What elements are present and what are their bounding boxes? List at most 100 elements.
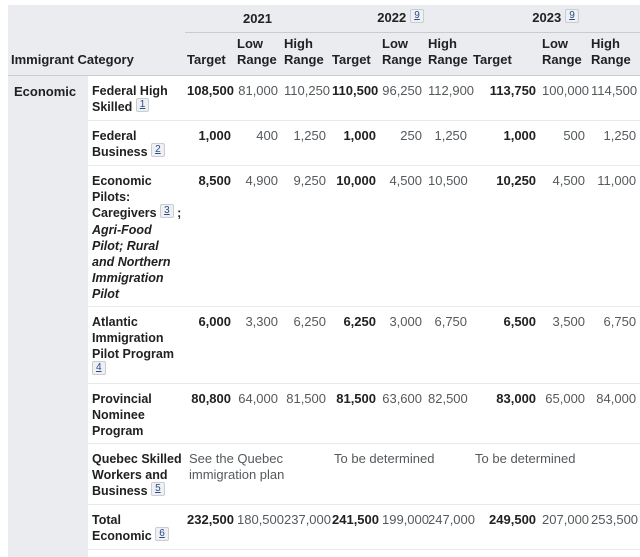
range-value-cell: 10,500 [426,165,472,307]
target-value-cell: 6,500 [471,306,541,384]
range-value-cell: 4,900 [235,165,282,307]
category-text: Federal High Skilled [92,83,168,114]
category-cell: Total Economic 6 [88,504,185,550]
footnote-ref-link[interactable]: 6 [155,526,169,541]
target-value-cell: 241,500 [330,504,380,550]
range-value-cell: 6,250 [282,306,330,384]
footnote-ref-link[interactable]: 1 [135,97,150,112]
table-row: Total Economic 6 232,500 180,500 237,000 241… [8,504,640,550]
target-header-2022: Target [330,32,380,76]
page: { "table": { "category_header": "Immigra… [8,5,640,557]
range-value-cell: 199,000 [380,504,429,550]
footnote-ref-link[interactable]: 5 [151,481,165,496]
footnote-ref-link[interactable]: 2 [151,142,165,157]
table-row: Economic Pilots: Caregivers 3 ; Agri-Foo… [8,165,640,307]
range-value-cell: 4,500 [540,165,590,307]
category-cell: Federal High Skilled 1 [88,75,185,121]
filler-row [8,549,640,557]
range-value-cell: 84,000 [589,383,640,444]
range-value-cell: 3,300 [235,306,282,384]
target-value-cell: 6,000 [185,306,235,384]
target-value-cell: 232,500 [185,504,235,550]
immigration-levels-table: 2021 2022 9 2023 9 Immigrant Category Targ… [8,5,640,557]
year-label: 2023 [532,9,562,25]
range-value-cell: 81,500 [282,383,330,444]
target-header-2021: Target [185,32,235,76]
immigrant-category-header: Immigrant Category [8,32,185,76]
category-text: ; [177,205,182,220]
table-row: Economic Federal High Skilled 1 108,500 81,… [8,75,640,557]
range-value-cell: 237,000 [282,504,331,550]
range-value-cell: 96,250 [380,75,426,121]
target-value-cell: 80,800 [185,383,235,444]
low-range-header-2021: Low Range [235,32,282,76]
low-range-header-2023: Low Range [540,32,590,76]
range-value-cell: 110,250 [282,75,330,121]
year-header-2023: 2023 9 [471,5,640,33]
category-text: Atlantic Immigration Pilot Program [92,314,174,361]
range-value-cell: 4,500 [380,165,426,307]
range-value-cell: 100,000 [540,75,590,121]
range-value-cell: 1,250 [426,120,472,166]
target-value-cell: 83,000 [471,383,541,444]
target-value-cell: 110,500 [330,75,380,121]
target-value-cell: 1,000 [330,120,380,166]
year-header-row: 2021 2022 9 2023 9 [8,5,640,33]
category-cell: Economic Pilots: Caregivers 3 ; Agri-Foo… [88,165,185,307]
table-body: Economic Federal High Skilled 1 108,500 81,… [8,75,640,557]
target-value-cell: 1,000 [185,120,235,166]
range-value-cell: 82,500 [426,383,472,444]
high-range-header-2023: High Range [589,32,640,76]
target-value-cell: 10,250 [471,165,541,307]
target-value-cell: 81,500 [330,383,380,444]
low-range-header-2022: Low Range [380,32,426,76]
range-value-cell: 3,000 [380,306,426,384]
range-value-cell: 250 [380,120,426,166]
range-value-cell: 6,750 [426,306,472,384]
category-cell: Atlantic Immigration Pilot Program 4 [88,306,185,384]
category-cell: Quebec Skilled Workers and Business 5 [88,443,185,505]
table-row: Provincial Nominee Program 80,800 64,000 81… [8,383,640,444]
footnote-ref-link[interactable]: 3 [160,203,174,218]
footnote-ref-link[interactable]: 9 [565,8,579,23]
note-cell: See the Quebec immigration plan [185,443,330,505]
range-value-cell: 63,600 [380,383,426,444]
note-cell: To be determined [330,443,472,505]
range-value-cell: 9,250 [282,165,330,307]
filler-cell [88,549,640,557]
target-value-cell: 6,250 [330,306,380,384]
range-value-cell: 112,900 [426,75,474,121]
category-text: Provincial Nominee Program [92,391,152,438]
target-value-cell: 8,500 [185,165,235,307]
range-value-cell: 1,250 [589,120,640,166]
footnote-ref-link[interactable]: 9 [410,8,424,23]
category-text: Agri-Food Pilot; Rural and Northern Immi… [92,222,171,301]
category-text: Quebec Skilled Workers and Business [92,451,182,498]
footnote-ref-link[interactable]: 4 [92,360,106,375]
note-cell: To be determined [471,443,640,505]
target-header-2023: Target [471,32,541,76]
target-value-cell: 108,500 [185,75,235,121]
blank-header-cell [8,5,185,32]
column-header-row: Immigrant Category Target Low Range High… [8,32,640,76]
year-label: 2022 [377,9,407,25]
range-value-cell: 247,000 [426,504,475,550]
high-range-header-2022: High Range [426,32,472,76]
range-value-cell: 400 [235,120,282,166]
range-value-cell: 500 [540,120,590,166]
table-row: Quebec Skilled Workers and Business 5 See… [8,443,640,505]
category-cell: Provincial Nominee Program [88,383,185,444]
range-value-cell: 1,250 [282,120,330,166]
table-row: Federal Business 2 1,000 400 1,250 1,000 250 1… [8,120,640,166]
target-value-cell: 10,000 [330,165,380,307]
category-cell: Federal Business 2 [88,120,185,166]
range-value-cell: 3,500 [540,306,590,384]
range-value-cell: 81,000 [235,75,282,121]
range-value-cell: 11,000 [589,165,640,307]
target-value-cell: 249,500 [471,504,541,550]
range-value-cell: 253,500 [589,504,640,550]
range-value-cell: 65,000 [540,383,590,444]
category-text: Federal Business [92,128,148,159]
range-value-cell: 6,750 [589,306,640,384]
